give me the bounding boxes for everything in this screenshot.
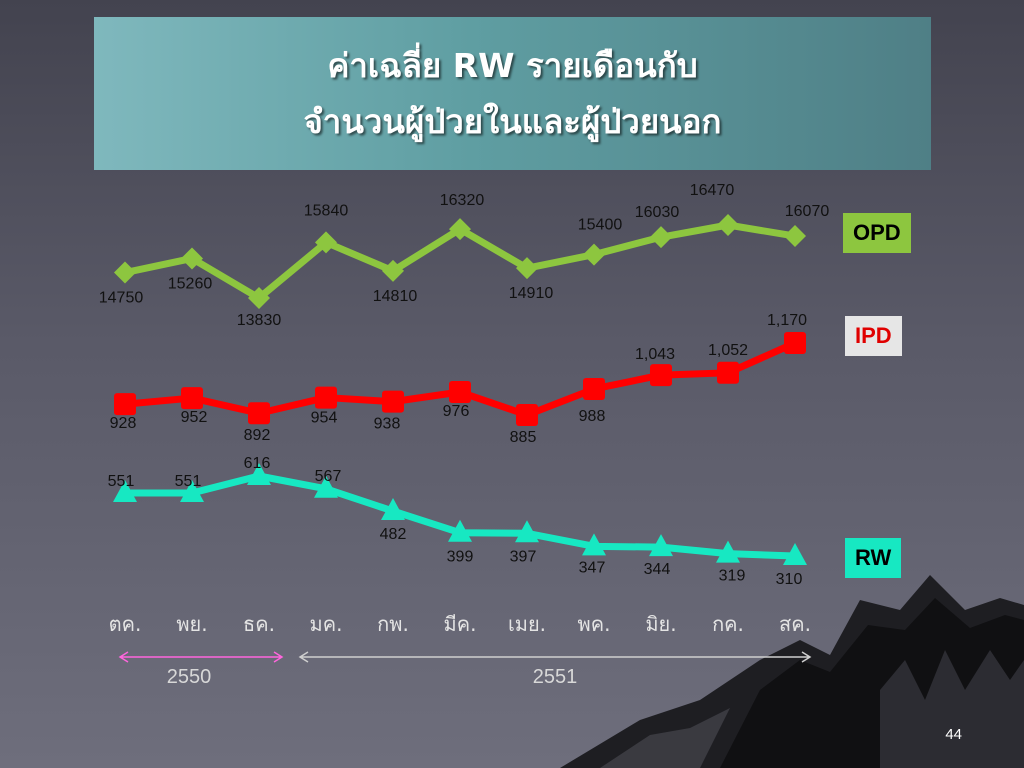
marker-rw xyxy=(180,479,204,502)
marker-ipd xyxy=(784,332,806,354)
marker-opd xyxy=(114,261,136,284)
data-label-ipd: 954 xyxy=(311,410,338,427)
data-label-rw: 567 xyxy=(315,468,342,485)
legend-opd-label: OPD xyxy=(853,220,901,245)
data-label-ipd: 938 xyxy=(374,416,401,433)
data-label-ipd: 892 xyxy=(244,427,271,444)
marker-ipd xyxy=(516,404,538,426)
marker-ipd xyxy=(181,387,203,410)
series-line-rw xyxy=(125,472,796,560)
x-tick-label: ธค. xyxy=(243,612,275,636)
data-label-rw: 319 xyxy=(719,568,746,585)
marker-ipd xyxy=(114,393,136,416)
year-range-arrow xyxy=(298,651,812,663)
marker-rw xyxy=(314,475,338,498)
marker-opd xyxy=(248,287,270,309)
data-label-rw: 347 xyxy=(579,559,606,576)
data-label-opd: 16070 xyxy=(785,203,830,220)
data-label-ipd: 1,043 xyxy=(635,346,675,363)
data-label-opd: 14750 xyxy=(99,290,144,307)
marker-rw xyxy=(448,519,472,542)
data-label-opd: 14810 xyxy=(373,288,418,305)
marker-opd xyxy=(382,259,404,282)
data-label-rw: 482 xyxy=(380,526,407,543)
marker-rw xyxy=(582,533,606,556)
marker-opd xyxy=(717,214,739,236)
page-number: 44 xyxy=(945,726,962,743)
data-label-rw: 397 xyxy=(510,548,537,565)
marker-rw xyxy=(381,498,405,521)
marker-opd xyxy=(784,225,806,248)
marker-rw xyxy=(649,534,673,557)
data-label-rw: 399 xyxy=(447,549,474,566)
x-tick-label: มค. xyxy=(310,612,343,636)
legend-opd: OPD xyxy=(843,213,911,253)
legend-ipd-label: IPD xyxy=(855,323,892,348)
marker-opd xyxy=(516,257,538,280)
title-line-1: ค่าเฉลี่ย RW รายเดือนกับ xyxy=(327,45,698,85)
title-line-2: จำนวนผู้ป่วยในและผู้ป่วยนอก xyxy=(303,101,722,141)
data-label-opd: 15400 xyxy=(578,217,623,234)
data-label-rw: 616 xyxy=(244,455,271,472)
x-tick-label: เมย. xyxy=(508,612,546,636)
marker-rw xyxy=(716,540,740,563)
data-label-opd: 13830 xyxy=(237,312,282,329)
year-range-arrow xyxy=(118,651,284,663)
year-label: 2550 xyxy=(167,666,212,688)
data-label-opd: 15260 xyxy=(168,275,213,292)
series-opd: 14750 15260 13830 15840 14810 16320 14910 15400… xyxy=(99,182,830,329)
marker-ipd xyxy=(650,364,672,387)
data-label-rw: 551 xyxy=(108,473,135,490)
x-tick-label: กพ. xyxy=(377,612,409,636)
marker-opd xyxy=(650,226,672,249)
legend-rw-label: RW xyxy=(855,545,892,570)
marker-ipd xyxy=(248,402,270,425)
marker-ipd xyxy=(583,377,605,400)
data-label-opd: 16320 xyxy=(440,192,485,209)
series-ipd: 928 952 892 954 938 976 885 988 1,043 1,052 1,170 xyxy=(110,312,807,446)
data-label-opd: 16030 xyxy=(635,204,680,221)
marker-ipd xyxy=(382,390,404,413)
legend-ipd: IPD xyxy=(845,316,902,356)
marker-ipd xyxy=(717,361,739,384)
mountain-decoration xyxy=(560,575,1024,768)
x-tick-label: มีค. xyxy=(444,612,477,636)
data-label-rw: 551 xyxy=(175,473,202,490)
marker-ipd xyxy=(315,386,337,409)
x-tick-label: พค. xyxy=(578,612,611,636)
legend-rw: RW xyxy=(845,538,902,578)
marker-rw xyxy=(515,520,539,543)
year-label: 2551 xyxy=(533,666,578,688)
x-tick-label: กค. xyxy=(712,612,744,636)
x-tick-label: ตค. xyxy=(109,612,142,636)
marker-rw xyxy=(783,543,807,565)
x-tick-label: มิย. xyxy=(645,612,676,636)
data-label-ipd: 1,170 xyxy=(767,312,807,329)
data-label-ipd: 952 xyxy=(181,409,208,426)
data-label-opd: 14910 xyxy=(509,285,554,302)
data-label-ipd: 988 xyxy=(579,408,606,425)
x-tick-label: สค. xyxy=(779,612,811,636)
x-tick-label: พย. xyxy=(176,612,207,636)
data-label-rw: 344 xyxy=(644,561,671,578)
data-label-ipd: 976 xyxy=(443,403,470,420)
marker-opd xyxy=(181,247,203,270)
data-label-ipd: 1,052 xyxy=(708,342,748,359)
marker-rw xyxy=(247,463,271,485)
marker-opd xyxy=(449,218,471,241)
marker-opd xyxy=(583,243,605,266)
series-rw: 551 551 616 567 482 399 397 347 344 319 310 xyxy=(108,455,807,588)
marker-rw xyxy=(113,479,137,502)
data-label-opd: 16470 xyxy=(690,182,735,199)
data-label-ipd: 885 xyxy=(510,429,537,446)
title-banner: ค่าเฉลี่ย RW รายเดือนกับ จำนวนผู้ป่วยในแ… xyxy=(94,17,931,170)
marker-opd xyxy=(315,231,337,254)
data-label-opd: 15840 xyxy=(304,202,349,219)
data-label-rw: 310 xyxy=(776,571,803,588)
data-label-ipd: 928 xyxy=(110,415,137,432)
marker-ipd xyxy=(449,381,471,404)
